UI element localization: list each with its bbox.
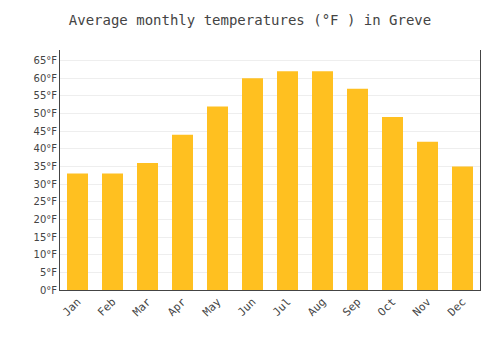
svg-text:Mar: Mar	[130, 295, 154, 319]
svg-text:5°F: 5°F	[40, 267, 57, 278]
svg-text:Feb: Feb	[95, 296, 118, 319]
svg-text:Apr: Apr	[165, 295, 189, 319]
svg-text:Jan: Jan	[60, 296, 83, 319]
svg-text:50°F: 50°F	[34, 108, 58, 119]
svg-text:0°F: 0°F	[40, 285, 57, 296]
svg-text:Dec: Dec	[445, 296, 468, 319]
svg-text:Jun: Jun	[235, 296, 258, 319]
svg-text:May: May	[200, 295, 224, 319]
svg-text:Average monthly temperatures (: Average monthly temperatures (°F ) in Gr…	[69, 12, 431, 28]
svg-text:Oct: Oct	[375, 296, 398, 319]
svg-text:60°F: 60°F	[34, 73, 58, 84]
svg-text:10°F: 10°F	[34, 249, 58, 260]
svg-text:40°F: 40°F	[34, 143, 58, 154]
svg-text:35°F: 35°F	[34, 161, 58, 172]
svg-text:20°F: 20°F	[34, 214, 58, 225]
svg-text:45°F: 45°F	[34, 126, 58, 137]
svg-text:30°F: 30°F	[34, 179, 58, 190]
svg-text:Jul: Jul	[270, 296, 293, 319]
svg-text:Sep: Sep	[340, 296, 363, 319]
svg-text:55°F: 55°F	[34, 90, 58, 101]
svg-text:Nov: Nov	[410, 295, 434, 319]
svg-text:Aug: Aug	[305, 296, 328, 319]
svg-text:65°F: 65°F	[34, 55, 58, 66]
svg-text:25°F: 25°F	[34, 196, 58, 207]
svg-text:15°F: 15°F	[34, 232, 58, 243]
